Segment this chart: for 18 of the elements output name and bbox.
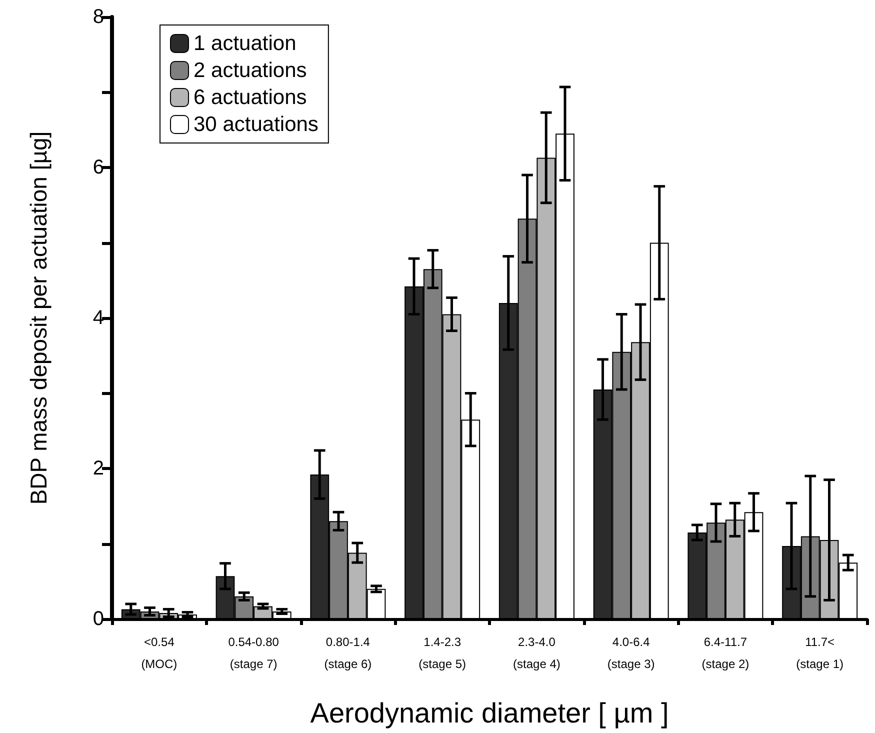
x-tick-label: 4.0-6.4 (stage 3) [607, 635, 655, 671]
y-tick-label: 8 [92, 6, 104, 28]
y-tick-label: 6 [92, 156, 104, 178]
x-tick-label: 2.3-4.0 (stage 4) [513, 635, 560, 671]
y-tick-label: 4 [92, 307, 104, 329]
x-axis-title: Aerodynamic diameter [ µm ] [310, 698, 669, 728]
y-tick-label: 2 [92, 458, 104, 480]
x-tick-label: 1.4-2.3 (stage 5) [418, 635, 466, 671]
x-tick-label: 11.7< (stage 1) [796, 635, 844, 671]
x-tick-label: 6.4-11.7 (stage 2) [702, 635, 750, 671]
x-tick-label: 0.80-1.4 (stage 6) [324, 635, 372, 671]
x-tick-label: <0.54 (MOC) [141, 635, 178, 671]
legend-label: 1 actuation [194, 32, 296, 55]
legend-label: 6 actuations [194, 86, 307, 109]
legend-label: 30 actuations [194, 113, 318, 136]
y-axis-title: BDP mass deposit per actuation [µg] [26, 131, 52, 505]
legend-label: 2 actuations [194, 59, 307, 82]
x-tick-label: 0.54-0.80 (stage 7) [228, 635, 280, 671]
